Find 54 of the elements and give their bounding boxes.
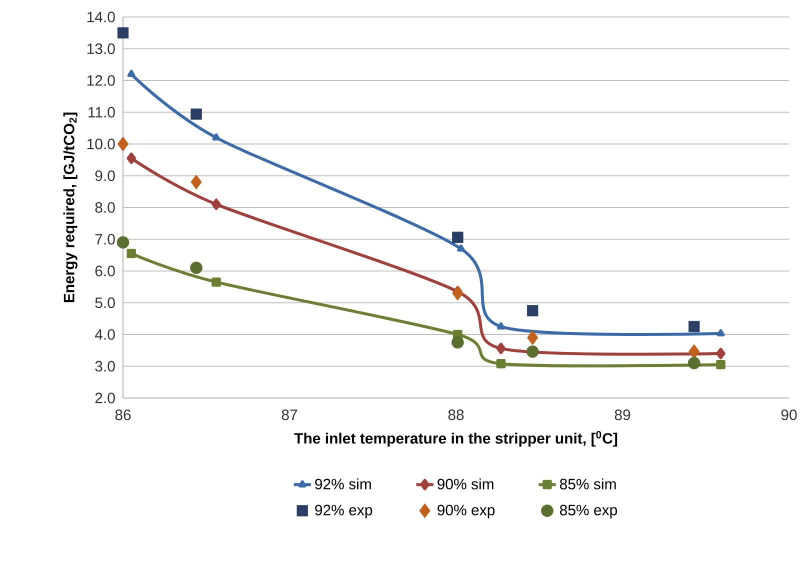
point [496, 342, 506, 354]
point [126, 152, 136, 164]
y-tick-label: 13.0 [87, 43, 115, 54]
x-tick-label: 88 [448, 410, 464, 420]
point [452, 232, 464, 243]
point [190, 108, 202, 120]
point [212, 198, 221, 210]
point [526, 330, 538, 346]
y-tick-label: 11.0 [88, 106, 115, 118]
y-tick-label: 3.0 [95, 360, 115, 372]
point [117, 136, 129, 152]
point [451, 336, 464, 349]
y-tick-label: 8.0 [95, 202, 115, 213]
y-tick-label: 7.0 [95, 234, 115, 245]
x-tick-label: 89 [614, 410, 630, 420]
y-tick-label: 9.0 [95, 170, 115, 182]
point [190, 174, 202, 190]
x-tick-label: 87 [282, 410, 298, 420]
point [526, 305, 538, 316]
legend-label: 85% exp [560, 504, 618, 518]
point [497, 322, 505, 330]
point [716, 360, 726, 370]
legend-label: 85% sim [560, 478, 616, 490]
y-tick-label: 12.0 [87, 75, 115, 86]
y-tick-label: 6.0 [95, 266, 115, 276]
point [117, 27, 129, 38]
point [496, 359, 506, 368]
point [526, 345, 539, 358]
point [688, 344, 700, 360]
y-tick-label: 4.0 [94, 329, 115, 340]
point [126, 248, 136, 258]
legend-label: 92% exp [315, 504, 372, 518]
point [116, 236, 130, 249]
point [688, 320, 700, 332]
x-axis-title: The inlet temperature in the stripper unit, [$^{0}$C] [294, 431, 618, 447]
point [212, 277, 221, 287]
point [190, 262, 202, 274]
y-tick-label: 2.0 [95, 392, 115, 404]
point [688, 356, 700, 370]
point [716, 329, 725, 336]
y-tick-label: 10.0 [87, 138, 115, 150]
point [212, 133, 220, 141]
point [452, 286, 464, 301]
y-tick-label: 5.0 [95, 297, 115, 308]
x-tick-label: 90 [781, 410, 797, 420]
x-tick-label: 86 [115, 410, 131, 420]
y-axis-title: Energy required, [GJ/tCO$_{2}$] [63, 112, 78, 302]
point [716, 348, 726, 360]
point [127, 70, 136, 78]
point [457, 244, 465, 252]
legend-label: 92% sim [315, 478, 371, 490]
legend-label: 90% exp [438, 504, 495, 518]
legend-label: 90% sim [438, 478, 494, 490]
y-tick-label: 14.0 [87, 12, 115, 22]
